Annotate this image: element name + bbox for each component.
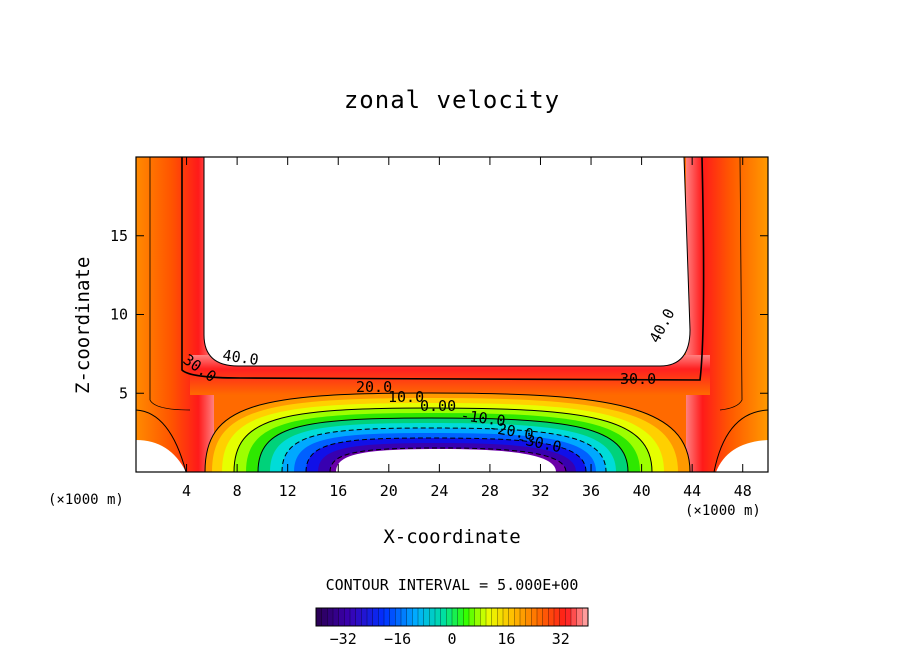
y-tick-label: 5 bbox=[119, 384, 128, 402]
colorbar-cell bbox=[485, 607, 493, 627]
colorbar-cell bbox=[395, 607, 402, 627]
contour-interval-label: CONTOUR INTERVAL = 5.000E+00 bbox=[325, 576, 579, 594]
colorbar-cell bbox=[383, 607, 391, 627]
colorbar-cell bbox=[315, 607, 323, 627]
colorbar-cell bbox=[548, 607, 555, 627]
x-tick-label: 28 bbox=[481, 482, 499, 500]
colorbar-cell bbox=[582, 607, 589, 627]
x-tick-label: 12 bbox=[279, 482, 297, 500]
colorbar-cell bbox=[417, 607, 425, 627]
colorbar-cell bbox=[508, 607, 515, 627]
y-tick-label: 10 bbox=[110, 306, 128, 324]
colorbar-cell bbox=[531, 607, 538, 627]
x-tick-label: 48 bbox=[734, 482, 752, 500]
colorbar-cell bbox=[366, 607, 374, 627]
y-tick-label: 15 bbox=[110, 227, 128, 245]
x-tick-label: 44 bbox=[683, 482, 701, 500]
x-tick-label: 20 bbox=[380, 482, 398, 500]
colorbar-cell bbox=[514, 607, 521, 627]
x-tick-label: 24 bbox=[430, 482, 448, 500]
colorbar-cell bbox=[429, 607, 436, 627]
colorbar-cell bbox=[332, 607, 340, 627]
colorbar-tick-label: 32 bbox=[552, 630, 570, 648]
colorbar-tick-label: 0 bbox=[447, 630, 456, 648]
colorbar-cell bbox=[440, 607, 447, 627]
colorbar-cell bbox=[468, 607, 476, 627]
contour-label: 20.0 bbox=[356, 378, 392, 396]
colorbar: −32 −16 0 16 32 bbox=[315, 607, 589, 648]
colorbar-cell bbox=[321, 607, 328, 627]
contour-field bbox=[136, 157, 768, 472]
colorbar-cell bbox=[400, 607, 408, 627]
colorbar-cell bbox=[480, 607, 487, 627]
colorbar-cell bbox=[565, 607, 572, 627]
colorbar-cell bbox=[474, 607, 481, 627]
colorbar-cell bbox=[406, 607, 413, 627]
x-unit-label-right: (×1000 m) bbox=[685, 503, 761, 519]
colorbar-cell bbox=[446, 607, 453, 627]
x-tick-label: 4 bbox=[182, 482, 191, 500]
colorbar-cell bbox=[349, 607, 357, 627]
colorbar-cell bbox=[457, 607, 464, 627]
colorbar-cell bbox=[327, 607, 334, 627]
colorbar-cell bbox=[355, 607, 362, 627]
colorbar-cell bbox=[338, 607, 345, 627]
y-axis: 5 10 15 bbox=[110, 227, 768, 402]
colorbar-cell bbox=[344, 607, 351, 627]
colorbar-cell bbox=[423, 607, 430, 627]
x-tick-label: 32 bbox=[531, 482, 549, 500]
contour-label: 30.0 bbox=[620, 370, 656, 388]
colorbar-cell bbox=[451, 607, 459, 627]
colorbar-cell bbox=[463, 607, 470, 627]
x-unit-label-left: (×1000 m) bbox=[48, 492, 124, 508]
x-axis-label: X-coordinate bbox=[383, 526, 521, 548]
colorbar-cell bbox=[570, 607, 578, 627]
colorbar-cell bbox=[542, 607, 549, 627]
contour-label: 10.0 bbox=[388, 388, 424, 406]
colorbar-cell bbox=[519, 607, 527, 627]
colorbar-tick-label: −32 bbox=[330, 630, 357, 648]
x-tick-label: 8 bbox=[233, 482, 242, 500]
x-axis: 4 8 12 16 20 24 28 32 36 40 44 48 bbox=[182, 157, 752, 500]
x-tick-label: 40 bbox=[633, 482, 651, 500]
contour-label: 0.00 bbox=[420, 397, 456, 415]
colorbar-cell bbox=[412, 607, 419, 627]
colorbar-cell bbox=[525, 607, 532, 627]
chart-title: zonal velocity bbox=[343, 86, 561, 114]
colorbar-frame bbox=[315, 607, 589, 627]
colorbar-cell bbox=[389, 607, 396, 627]
colorbar-cell bbox=[434, 607, 442, 627]
colorbar-cell bbox=[378, 607, 385, 627]
colorbar-cell bbox=[372, 607, 379, 627]
colorbar-cell bbox=[553, 607, 561, 627]
colorbar-tick-label: 16 bbox=[497, 630, 515, 648]
colorbar-cell bbox=[559, 607, 566, 627]
colorbar-cell bbox=[536, 607, 544, 627]
colorbar-tick-label: −16 bbox=[384, 630, 411, 648]
x-tick-label: 36 bbox=[582, 482, 600, 500]
colorbar-cell bbox=[502, 607, 510, 627]
colorbar-cell bbox=[361, 607, 368, 627]
x-tick-label: 16 bbox=[329, 482, 347, 500]
contour-label: 40.0 bbox=[221, 346, 259, 369]
colorbar-cell bbox=[576, 607, 583, 627]
colorbar-cell bbox=[491, 607, 498, 627]
colorbar-cell bbox=[497, 607, 504, 627]
